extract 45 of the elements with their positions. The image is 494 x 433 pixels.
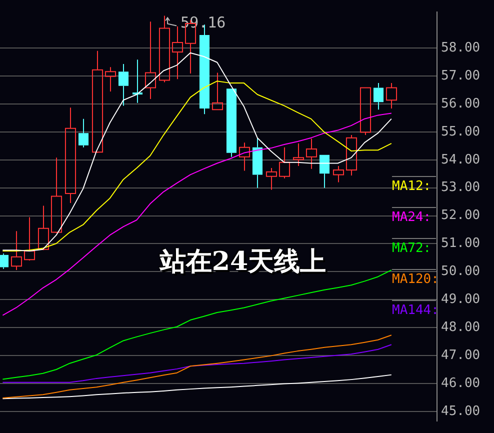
candlestick [266, 168, 278, 190]
candlestick [292, 142, 304, 167]
candlestick [50, 157, 62, 234]
y-tick-label: 48.00 [441, 320, 480, 335]
candlestick [386, 82, 398, 109]
y-tick-label: 46.00 [441, 376, 480, 391]
candlestick [118, 64, 129, 106]
y-tick-label: 45.00 [441, 404, 480, 419]
candlestick [158, 15, 170, 83]
y-tick-label: 55.00 [441, 124, 480, 140]
y-tick-label: 58.00 [441, 40, 480, 56]
candlestick [278, 146, 290, 179]
text: MA24: [392, 207, 436, 238]
candlestick [238, 142, 250, 172]
annotation: 站在24天线上 [158, 246, 328, 279]
candlestick [212, 72, 224, 110]
candlestick [306, 138, 318, 170]
candlestick [92, 50, 104, 154]
candlestick [172, 26, 184, 80]
candlestick [332, 166, 344, 183]
candlestick [64, 107, 76, 204]
y-tick-label: 54.00 [441, 152, 480, 168]
y-tick-label: 49.00 [441, 292, 480, 308]
candlestick [24, 216, 36, 262]
y-tick-label: 50.00 [441, 264, 480, 280]
candlestick [373, 82, 384, 110]
candlestick [38, 205, 50, 251]
candlestick [252, 137, 263, 188]
y-tick-label: 52.00 [441, 208, 480, 224]
text: MA12: [392, 176, 436, 207]
candlestick [319, 154, 330, 188]
candlestick [78, 118, 89, 148]
candlestick [104, 66, 116, 92]
text: MA144: [392, 300, 439, 331]
y-tick-label: 47.00 [441, 348, 480, 363]
text: MA120: [392, 269, 439, 300]
candlestick [226, 88, 237, 158]
y-tick-label: 51.00 [441, 236, 480, 252]
candlestick [10, 230, 22, 271]
candlestick [144, 21, 156, 100]
y-tick-label: 53.00 [441, 180, 480, 196]
series-label: MA72: [392, 238, 436, 269]
y-tick-label: 57.00 [441, 68, 480, 84]
candlestick [360, 87, 372, 136]
y-tick-label: 56.00 [441, 96, 480, 112]
